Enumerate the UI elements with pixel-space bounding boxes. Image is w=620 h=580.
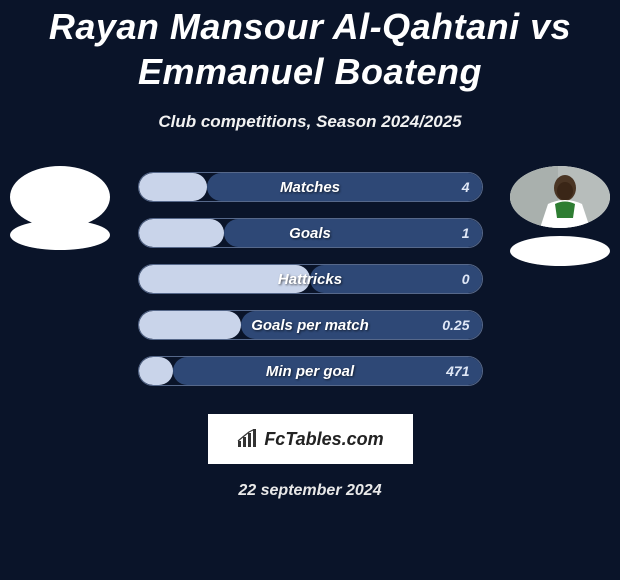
logo-text: FcTables.com — [264, 429, 383, 450]
stat-bar: Hattricks0 — [138, 264, 483, 294]
bar-value-right: 471 — [446, 357, 469, 385]
player-right-avatar — [510, 166, 610, 228]
comparison-subtitle: Club competitions, Season 2024/2025 — [0, 112, 620, 132]
bar-label: Matches — [139, 173, 482, 201]
player-left-name-pill — [10, 220, 110, 250]
bar-value-right: 0.25 — [442, 311, 469, 339]
player-right-photo — [510, 166, 610, 228]
fctables-logo: FcTables.com — [208, 414, 413, 464]
bar-value-right: 1 — [462, 219, 470, 247]
bar-label: Min per goal — [139, 357, 482, 385]
player-right-name-pill — [510, 236, 610, 266]
stat-bar: Goals per match0.25 — [138, 310, 483, 340]
comparison-title: Rayan Mansour Al-Qahtani vs Emmanuel Boa… — [0, 0, 620, 94]
bar-chart-icon — [236, 429, 260, 449]
stat-bar: Matches4 — [138, 172, 483, 202]
player-left-avatar — [10, 166, 110, 228]
comparison-date: 22 september 2024 — [0, 482, 620, 500]
bar-value-right: 0 — [462, 265, 470, 293]
bar-value-right: 4 — [462, 173, 470, 201]
stat-bar: Min per goal471 — [138, 356, 483, 386]
bar-label: Goals per match — [139, 311, 482, 339]
bar-label: Goals — [139, 219, 482, 247]
stat-bar: Goals1 — [138, 218, 483, 248]
stat-bars: Matches4Goals1Hattricks0Goals per match0… — [138, 172, 483, 386]
bar-label: Hattricks — [139, 265, 482, 293]
comparison-content: Matches4Goals1Hattricks0Goals per match0… — [0, 172, 620, 386]
